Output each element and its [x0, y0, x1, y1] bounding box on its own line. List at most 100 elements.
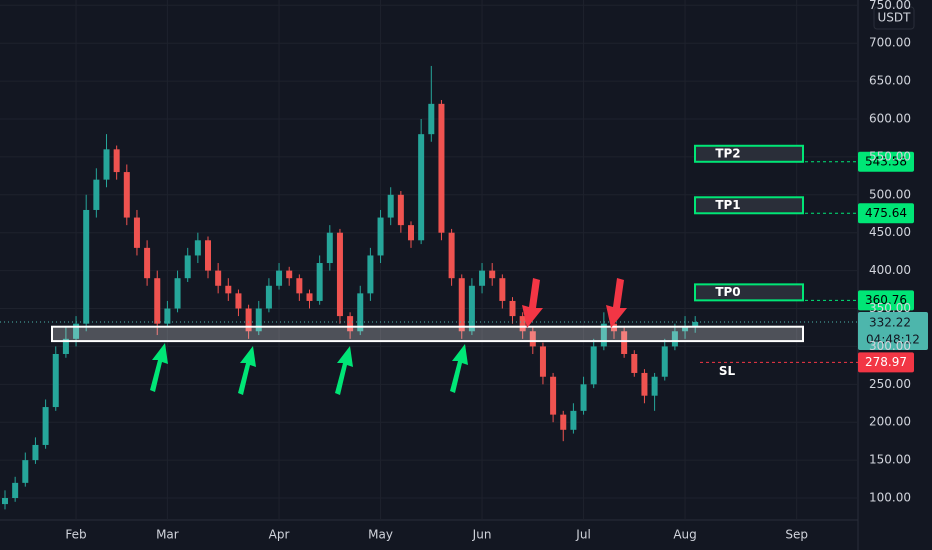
candle-body	[276, 270, 283, 286]
candle-body	[103, 149, 110, 180]
candle-body	[12, 482, 19, 499]
x-tick-label: Jul	[575, 528, 590, 542]
level-box	[694, 144, 804, 163]
candle-body	[539, 346, 546, 377]
price-label-box	[858, 151, 914, 172]
currency-box	[873, 6, 915, 30]
countdown: 04:48:12	[866, 332, 920, 346]
candle-body	[387, 194, 394, 218]
candle-body	[245, 308, 252, 332]
y-tick-label: 600.00	[869, 112, 911, 126]
level-name: TP1	[715, 198, 740, 212]
candle-body	[560, 414, 567, 430]
candle-body	[651, 376, 658, 396]
candle-body	[336, 232, 343, 317]
x-tick-label: Feb	[65, 528, 86, 542]
y-tick-label: 350.00	[869, 301, 911, 315]
candle-body	[682, 327, 689, 332]
candle-body	[184, 255, 191, 279]
candle-body	[164, 308, 171, 324]
candle-body	[448, 232, 455, 279]
candle-body	[113, 149, 120, 173]
candle-body	[347, 316, 354, 332]
y-tick-label: 200.00	[869, 415, 911, 429]
arrows	[150, 278, 627, 395]
candle-body	[32, 444, 39, 461]
green-arrow	[238, 346, 256, 395]
y-tick-label: 300.00	[869, 339, 911, 353]
candle-body	[570, 410, 577, 430]
y-tick-label: 400.00	[869, 263, 911, 277]
annotations: TP2 543.58 TP1 475.64 TP0 360.76 SL 278.97 332.2…	[0, 144, 928, 378]
candle-body	[123, 172, 130, 218]
candle-body	[255, 308, 262, 332]
candle-body	[2, 498, 8, 505]
candle-body	[600, 323, 607, 347]
candle-body	[265, 285, 272, 309]
price-label-box	[858, 352, 914, 373]
candle-body	[73, 323, 80, 339]
candle-body	[62, 338, 69, 354]
candle-body	[225, 285, 232, 294]
candle-body	[133, 217, 140, 248]
candle-body	[590, 346, 597, 385]
last-price: 332.22	[869, 315, 911, 329]
candle-body	[93, 179, 100, 210]
candle-body	[316, 263, 323, 301]
candle-body	[205, 240, 211, 271]
candle-body	[22, 460, 29, 483]
y-tick-label: 150.00	[869, 453, 911, 467]
candle-body	[641, 372, 648, 396]
last-price-box	[858, 311, 928, 350]
marks	[2, 65, 699, 510]
candle-body	[42, 407, 49, 445]
level-box	[694, 196, 804, 215]
candle-body	[408, 225, 414, 241]
candle-body	[194, 240, 201, 256]
candle-body	[215, 270, 222, 286]
price-label: 475.64	[865, 206, 907, 220]
red-arrow	[522, 278, 543, 328]
x-tick-label: Aug	[673, 528, 696, 542]
level-name: TP0	[715, 285, 740, 299]
candle-body	[306, 293, 313, 301]
candle-body	[692, 321, 699, 328]
red-arrow	[606, 278, 627, 328]
x-tick-label: Mar	[156, 528, 179, 542]
x-tick-label: Jun	[472, 528, 492, 542]
y-tick-label: 500.00	[869, 187, 911, 201]
candle-body	[144, 247, 151, 279]
candle-body	[235, 293, 242, 309]
candle-body	[621, 331, 628, 354]
level-name: TP2	[715, 146, 740, 160]
candle-body	[468, 285, 475, 332]
candle-body	[438, 103, 445, 233]
candle-body	[418, 134, 425, 241]
y-tick-label: 100.00	[869, 491, 911, 505]
y-tick-label: 750.00	[869, 0, 911, 12]
candle-body	[286, 270, 293, 279]
green-arrow	[450, 344, 468, 393]
candle-body	[580, 384, 587, 411]
x-tick-label: Sep	[785, 528, 808, 542]
currency: USDT	[878, 11, 912, 25]
candle-body	[550, 376, 557, 415]
support-zone	[51, 325, 804, 343]
y-tick-label: 450.00	[869, 225, 911, 239]
y-tick-label: 700.00	[869, 36, 911, 50]
price-label: 278.97	[865, 355, 907, 369]
candle-body	[519, 316, 526, 332]
candle-body	[377, 217, 384, 256]
price-label: 543.58	[865, 154, 907, 168]
candle-body	[52, 353, 59, 408]
candle-body	[367, 255, 374, 294]
price-label-box	[858, 203, 914, 224]
price-label-box	[858, 290, 914, 311]
green-arrow	[335, 346, 353, 395]
price-label: 360.76	[865, 293, 907, 307]
candle-body	[509, 300, 516, 317]
candle-body	[174, 278, 181, 309]
candle-body	[83, 209, 90, 324]
